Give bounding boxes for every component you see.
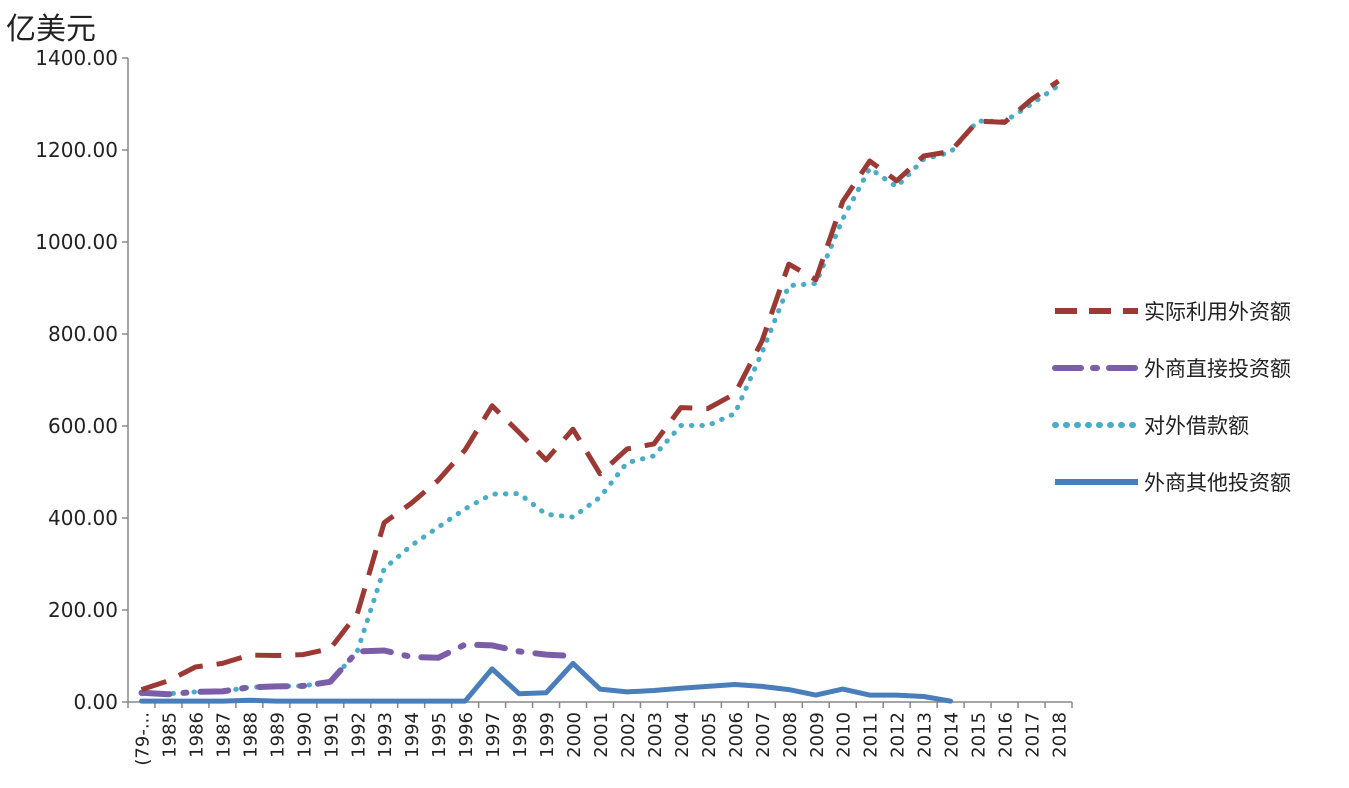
legend-label: 实际利用外资额	[1144, 299, 1291, 324]
x-tick-label: 2007	[753, 712, 774, 758]
x-tick-label: 1996	[456, 712, 477, 758]
legend-item-fdi: 外商直接投资额	[1050, 339, 1349, 396]
legend: 实际利用外资额 外商直接投资额 对外借款额 外商其他投资额	[1050, 282, 1349, 510]
x-tick-label: 2005	[699, 712, 720, 758]
y-tick-label: 0.00	[73, 690, 118, 714]
legend-label: 外商直接投资额	[1144, 356, 1291, 381]
legend-swatch-dotted	[1052, 421, 1140, 428]
x-tick-label: 1997	[483, 712, 504, 758]
legend-label: 外商其他投资额	[1144, 470, 1291, 495]
x-tick-label: 2011	[861, 712, 882, 758]
x-tick-label: 2015	[969, 712, 990, 758]
series-line-0	[140, 78, 1060, 692]
x-tick-label: 2001	[591, 712, 612, 758]
x-tick-label: 1985	[159, 712, 180, 758]
y-tick-label: 800.00	[48, 322, 118, 346]
x-tick-label: 1990	[294, 712, 315, 758]
x-tick-label: 2000	[564, 712, 585, 758]
y-tick-label: 200.00	[48, 598, 118, 622]
legend-swatch-dash-dot	[1052, 364, 1140, 371]
y-tick-label: 400.00	[48, 506, 118, 530]
series-line-2	[139, 83, 1061, 697]
x-tick-label: 2018	[1050, 712, 1071, 758]
x-tick-label: 1995	[429, 712, 450, 758]
y-tick-label: 1200.00	[35, 138, 118, 162]
series-line-1	[138, 641, 576, 698]
x-tick-label: 1998	[510, 712, 531, 758]
y-tick-label: 1400.00	[35, 46, 118, 70]
legend-label: 对外借款额	[1144, 413, 1249, 438]
legend-item-other-investment: 外商其他投资额	[1050, 453, 1349, 510]
x-tick-label: 1988	[240, 712, 261, 758]
x-tick-label: 2014	[942, 712, 963, 758]
x-tick-label: 2010	[834, 712, 855, 758]
x-tick-label: 2002	[618, 712, 639, 758]
x-tick-label: 2003	[645, 712, 666, 758]
x-tick-label: 2006	[726, 712, 747, 758]
legend-swatch-solid	[1055, 478, 1138, 485]
legend-swatch-dashed	[1055, 307, 1138, 314]
x-tick-label: 2008	[780, 712, 801, 758]
legend-item-actual-foreign-capital: 实际利用外资额	[1050, 282, 1349, 339]
x-tick-label: 1992	[348, 712, 369, 758]
x-tick-label: 2017	[1023, 712, 1044, 758]
x-tick-label: 2012	[888, 712, 909, 758]
x-tick-label: 1991	[321, 712, 342, 758]
x-tick-label: 1986	[186, 712, 207, 758]
y-tick-label: 600.00	[48, 414, 118, 438]
x-tick-label: 2004	[672, 712, 693, 758]
x-tick-label: 2016	[996, 712, 1017, 758]
x-tick-label: 1994	[402, 712, 423, 758]
x-tick-label: 2009	[807, 712, 828, 758]
x-tick-label: 2013	[915, 712, 936, 758]
series-line-3	[139, 660, 954, 704]
y-tick-label: 1000.00	[35, 230, 118, 254]
x-tick-label: 1993	[375, 712, 396, 758]
x-tick-label: 1989	[267, 712, 288, 758]
legend-item-foreign-loans: 对外借款额	[1050, 396, 1349, 453]
x-tick-label: 1999	[537, 712, 558, 758]
x-tick-label: 1987	[213, 712, 234, 758]
y-axis-unit-label: 亿美元	[6, 12, 96, 47]
x-tick-label: (79-...	[132, 712, 153, 766]
